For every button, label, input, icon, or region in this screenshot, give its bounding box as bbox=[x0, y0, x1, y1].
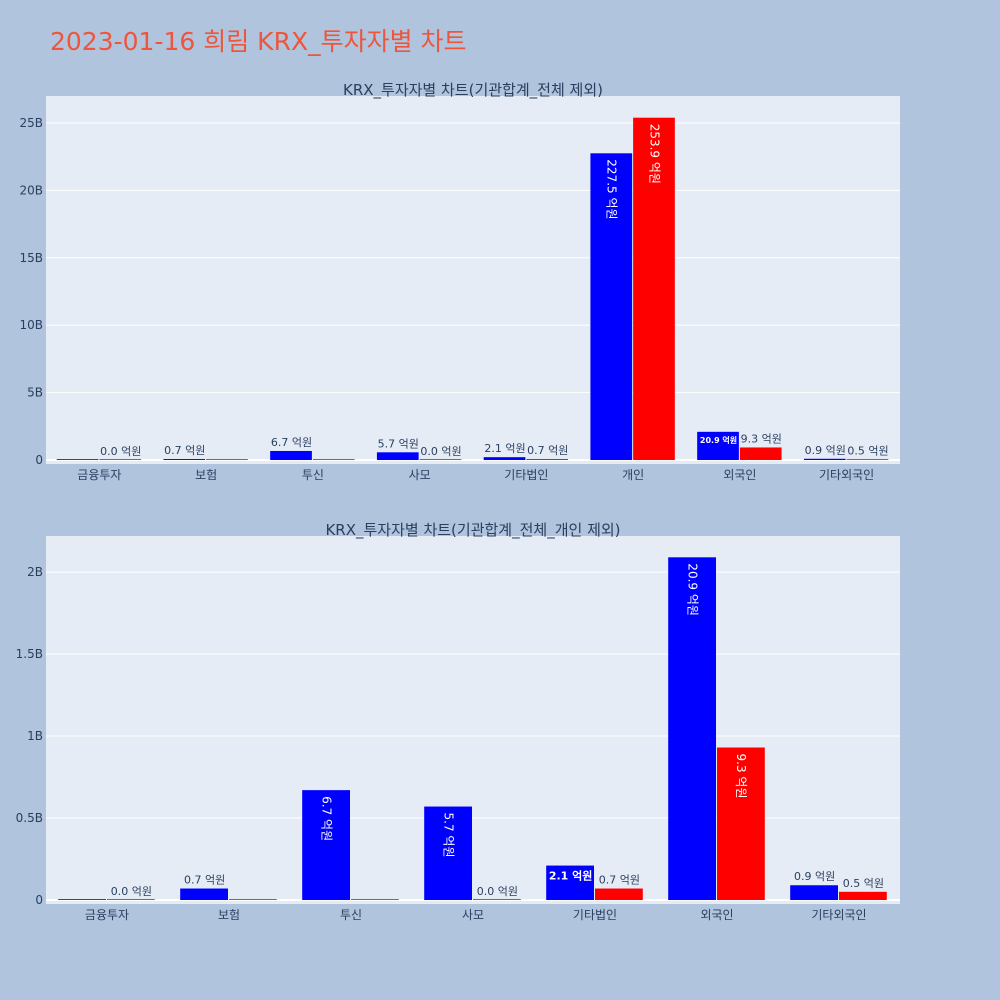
chart-0-plot-area bbox=[46, 96, 900, 464]
chart-1-bar bbox=[546, 865, 594, 900]
chart-1-x-tick-label: 금융투자 bbox=[85, 908, 129, 922]
chart-1-data-label: 20.9 억원 bbox=[685, 563, 699, 616]
chart-0-bar bbox=[163, 459, 206, 460]
chart-0-bar bbox=[526, 459, 569, 460]
chart-1-x-tick-label: 기타외국인 bbox=[811, 908, 866, 922]
chart-0-x-tick-label: 외국인 bbox=[723, 468, 756, 482]
chart-0-data-label: 20.9 억원 bbox=[700, 435, 737, 445]
chart-1-bar bbox=[790, 885, 838, 900]
chart-1-data-label: 6.7 억원 bbox=[319, 796, 333, 841]
chart-1-bar bbox=[839, 891, 887, 900]
chart-1-bar bbox=[58, 899, 106, 900]
chart-1-x-tick-label: 보험 bbox=[218, 908, 240, 922]
chart-1-data-label: 0.0 억원 bbox=[111, 885, 152, 898]
chart-0-y-tick-label: 25B bbox=[19, 116, 43, 130]
chart-0-data-label: 227.5 억원 bbox=[605, 159, 619, 219]
chart-0-x-tick-label: 개인 bbox=[622, 468, 644, 482]
chart-0-data-label: 0.0 억원 bbox=[100, 445, 141, 458]
chart-1-bar bbox=[595, 888, 643, 900]
chart-0-x-tick-label: 보험 bbox=[195, 468, 217, 482]
chart-top-title: KRX_투자자별 차트(기관합계_전체 제외) bbox=[343, 81, 603, 100]
chart-1-bar bbox=[473, 899, 521, 900]
chart-1-bar bbox=[717, 747, 765, 900]
chart-1-x-tick-label: 기타법인 bbox=[573, 908, 617, 922]
chart-1-x-tick-label: 외국인 bbox=[700, 908, 733, 922]
chart-0-x-tick-label: 기타외국인 bbox=[819, 468, 874, 482]
chart-0-data-label: 253.9 억원 bbox=[647, 124, 661, 184]
chart-1-bar bbox=[351, 899, 399, 900]
chart-1-bar bbox=[668, 557, 716, 900]
chart-0-x-tick-label: 투신 bbox=[302, 468, 324, 482]
chart-1-data-label: 9.3 억원 bbox=[734, 754, 748, 799]
chart-0-y-tick-label: 5B bbox=[27, 386, 43, 400]
chart-bottom-title: KRX_투자자별 차트(기관합계_전체_개인 제외) bbox=[325, 521, 620, 540]
chart-0-data-label: 6.7 억원 bbox=[271, 436, 312, 449]
chart-0-bar bbox=[206, 459, 248, 460]
chart-1-data-label: 0.9 억원 bbox=[794, 870, 835, 883]
chart-0-data-label: 5.7 억원 bbox=[378, 437, 419, 450]
chart-0-bar bbox=[846, 459, 889, 460]
chart-0-data-label: 0.7 억원 bbox=[164, 444, 205, 457]
chart-1-bar bbox=[107, 899, 155, 900]
chart-1-y-tick-label: 0.5B bbox=[16, 811, 43, 825]
chart-0-bar bbox=[270, 450, 312, 460]
chart-1-y-tick-label: 1B bbox=[27, 729, 43, 743]
chart-0-bar bbox=[376, 452, 419, 460]
chart-0-bar bbox=[590, 153, 633, 460]
chart-0-bar bbox=[697, 431, 739, 460]
chart-0-data-label: 0.0 억원 bbox=[420, 445, 461, 458]
chart-1-data-label: 2.1 억원 bbox=[549, 869, 593, 883]
chart-1-data-label: 0.7 억원 bbox=[599, 874, 640, 887]
chart-0-bar bbox=[99, 459, 142, 460]
chart-0-bar bbox=[483, 457, 526, 460]
chart-1-bar bbox=[424, 806, 472, 900]
chart-0-data-label: 0.5 억원 bbox=[847, 444, 888, 457]
chart-0-data-label: 2.1 억원 bbox=[484, 442, 525, 455]
chart-1-bar bbox=[229, 899, 277, 900]
chart-1-data-label: 0.0 억원 bbox=[477, 885, 518, 898]
chart-0-bar bbox=[633, 117, 675, 460]
chart-0-x-tick-label: 금융투자 bbox=[77, 468, 121, 482]
chart-1-plot-area bbox=[46, 536, 900, 904]
chart-1-y-tick-label: 0 bbox=[35, 893, 43, 907]
chart-0-y-tick-label: 0 bbox=[35, 453, 43, 467]
chart-1-data-label: 5.7 억원 bbox=[441, 813, 455, 858]
chart-0-data-label: 9.3 억원 bbox=[741, 432, 782, 445]
chart-0-y-tick-label: 15B bbox=[19, 251, 43, 265]
chart-0-bar bbox=[739, 447, 782, 460]
chart-0-y-tick-label: 20B bbox=[19, 183, 43, 197]
chart-1-bar bbox=[180, 888, 228, 900]
chart-1-bar bbox=[302, 790, 350, 900]
chart-0-bar bbox=[312, 459, 355, 460]
chart-1-data-label: 0.5 억원 bbox=[843, 877, 884, 890]
chart-0-x-tick-label: 기타법인 bbox=[504, 468, 548, 482]
chart-0-bar bbox=[419, 459, 462, 460]
chart-0-bar bbox=[56, 459, 99, 460]
chart-1-y-tick-label: 2B bbox=[27, 565, 43, 579]
chart-0-data-label: 0.7 억원 bbox=[527, 444, 568, 457]
chart-0-x-tick-label: 사모 bbox=[409, 468, 431, 482]
chart-0-data-label: 0.9 억원 bbox=[805, 444, 846, 457]
chart-1-x-tick-label: 투신 bbox=[340, 908, 362, 922]
page-title: 2023-01-16 희림 KRX_투자자별 차트 bbox=[50, 27, 467, 56]
chart-0-y-tick-label: 10B bbox=[19, 318, 43, 332]
chart-0-bar bbox=[803, 458, 846, 460]
chart-1-x-tick-label: 사모 bbox=[462, 908, 484, 922]
chart-1-data-label: 0.7 억원 bbox=[184, 874, 225, 887]
chart-1-y-tick-label: 1.5B bbox=[16, 647, 43, 661]
